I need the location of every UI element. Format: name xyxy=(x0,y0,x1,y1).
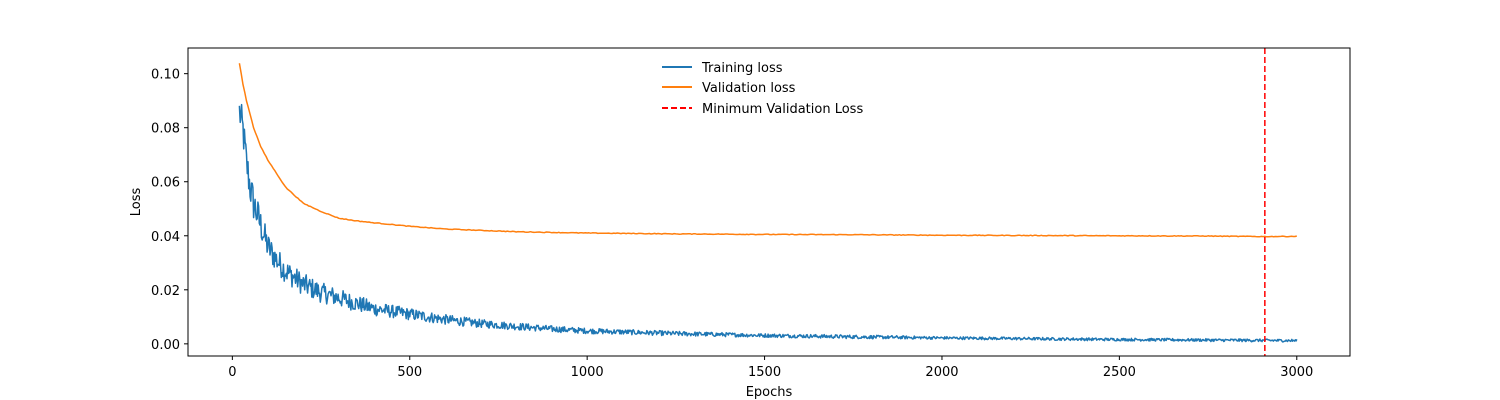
series-line-validation-loss xyxy=(238,63,1298,238)
x-tick-label: 3000 xyxy=(1280,365,1313,380)
x-tick-label: 0 xyxy=(228,365,236,380)
series-layer xyxy=(238,48,1298,356)
y-tick-label: 0.02 xyxy=(151,284,180,299)
y-axis: 0.00 0.02 0.04 0.06 0.08 0.10 xyxy=(151,68,188,353)
series-line-training-loss xyxy=(238,103,1298,343)
plot-frame xyxy=(187,47,1351,357)
y-tick-label: 0.04 xyxy=(151,230,180,245)
plot-area xyxy=(188,48,1350,356)
x-axis-label: Epochs xyxy=(746,385,793,400)
x-tick-label: 2000 xyxy=(925,365,958,380)
y-axis-label: Loss xyxy=(129,188,144,217)
legend-label-validation-loss: Validation loss xyxy=(702,81,796,96)
x-tick-label: 2500 xyxy=(1103,365,1136,380)
y-tick-label: 0.00 xyxy=(151,338,180,353)
x-tick-label: 1000 xyxy=(571,365,604,380)
legend-label-training-loss: Training loss xyxy=(701,61,783,76)
legend: Training loss Validation loss Minimum Va… xyxy=(662,61,863,117)
x-tick-label: 500 xyxy=(397,365,422,380)
y-tick-label: 0.10 xyxy=(151,68,180,83)
legend-label-minimum-validation-loss: Minimum Validation Loss xyxy=(702,102,863,117)
y-tick-label: 0.08 xyxy=(151,122,180,137)
x-axis: 0 500 1000 1500 2000 2500 3000 xyxy=(228,356,1313,380)
x-tick-label: 1500 xyxy=(748,365,781,380)
y-tick-label: 0.06 xyxy=(151,176,180,191)
